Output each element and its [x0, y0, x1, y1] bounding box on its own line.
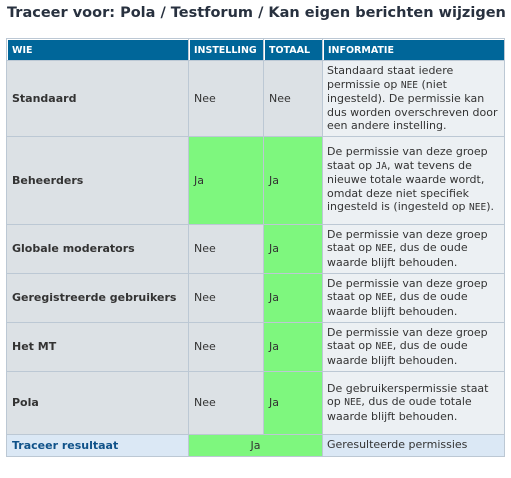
info-text: De permissie van deze groep staat op [327, 227, 488, 255]
row-total: Ja [264, 136, 322, 224]
info-text: , dus de oude waarde blijft behouden. [327, 290, 468, 318]
row-who: Standaard [12, 91, 77, 105]
table-row: Het MT Nee Ja De permissie van deze groe… [7, 322, 504, 371]
row-setting: Nee [194, 291, 216, 304]
permission-value-code: NEE [344, 397, 362, 409]
info-text: , dus de oude totale waarde blijft behou… [327, 395, 472, 423]
table-header-row: WIE INSTELLING TOTAAL INFORMATIE [7, 39, 504, 60]
permission-trace-table: WIE INSTELLING TOTAAL INFORMATIE Standaa… [6, 38, 505, 457]
header-wie: WIE [7, 39, 188, 60]
permission-value-code: NEE [469, 202, 487, 214]
table-row: Geregistreerde gebruikers Nee Ja De perm… [7, 273, 504, 322]
row-setting: Nee [194, 91, 216, 105]
row-who: Het MT [12, 340, 57, 353]
info-text: , wat tevens de nieuwe totale waarde wor… [327, 158, 485, 214]
info-text: De permissie van deze groep staat op [327, 145, 488, 172]
row-setting: Ja [189, 136, 263, 224]
info-text: De permissie van deze groep staat op [327, 325, 488, 353]
table-row: Standaard Nee Nee Standaard staat iedere… [7, 61, 504, 136]
row-info: De permissie van deze groep staat op NEE… [323, 224, 504, 273]
row-setting: Nee [194, 340, 216, 353]
row-info: De permissie van deze groep staat op JA,… [323, 136, 504, 224]
result-row: Traceer resultaat Ja Geresulteerde permi… [7, 434, 504, 456]
table-body: Standaard Nee Nee Standaard staat iedere… [7, 61, 504, 456]
result-label: Traceer resultaat [7, 434, 188, 456]
row-setting: Nee [194, 242, 216, 255]
row-total: Ja [264, 322, 322, 371]
table-row: Beheerders Ja Ja De permissie van deze g… [7, 136, 504, 224]
info-text: , dus de oude waarde blijft behouden. [327, 241, 468, 269]
page-title: Traceer voor: Pola / Testforum / Kan eig… [7, 5, 506, 21]
row-who: Geregistreerde gebruikers [12, 291, 177, 304]
permission-value-code: NEE [375, 341, 393, 353]
info-text: , dus de oude waarde blijft behouden. [327, 339, 468, 367]
row-info: De gebruikerspermissie staat op NEE, dus… [323, 371, 504, 434]
header-informatie: INFORMATIE [323, 39, 504, 60]
row-info: Standaard staat iedere permissie op NEE … [323, 61, 504, 136]
permission-value-code: NEE [375, 243, 393, 255]
result-value: Ja [189, 434, 322, 456]
info-text: (niet ingesteld). De permissie kan dus w… [327, 77, 498, 133]
row-total: Nee [269, 91, 291, 105]
table-row: Pola Nee Ja De gebruikerspermissie staat… [7, 371, 504, 434]
row-who: Beheerders [12, 173, 84, 187]
info-text: De permissie van deze groep staat op [327, 276, 488, 304]
info-text: ). [486, 200, 495, 214]
permission-value-code: NEE [400, 79, 419, 91]
permission-value-code: JA [375, 160, 387, 172]
header-totaal: TOTAAL [264, 39, 322, 60]
info-text: De gebruikerspermissie staat op [327, 381, 489, 409]
row-who: Pola [12, 396, 39, 409]
row-total: Ja [264, 273, 322, 322]
info-text: Standaard staat iedere permissie op [327, 64, 454, 91]
row-who: Globale moderators [12, 242, 135, 255]
row-total: Ja [264, 224, 322, 273]
result-info: Geresulteerde permissies [323, 434, 504, 456]
row-info: De permissie van deze groep staat op NEE… [323, 322, 504, 371]
permission-value-code: NEE [375, 292, 393, 304]
table-row: Globale moderators Nee Ja De permissie v… [7, 224, 504, 273]
row-info: De permissie van deze groep staat op NEE… [323, 273, 504, 322]
row-total: Ja [264, 371, 322, 434]
row-setting: Nee [194, 396, 216, 409]
header-instelling: INSTELLING [189, 39, 263, 60]
